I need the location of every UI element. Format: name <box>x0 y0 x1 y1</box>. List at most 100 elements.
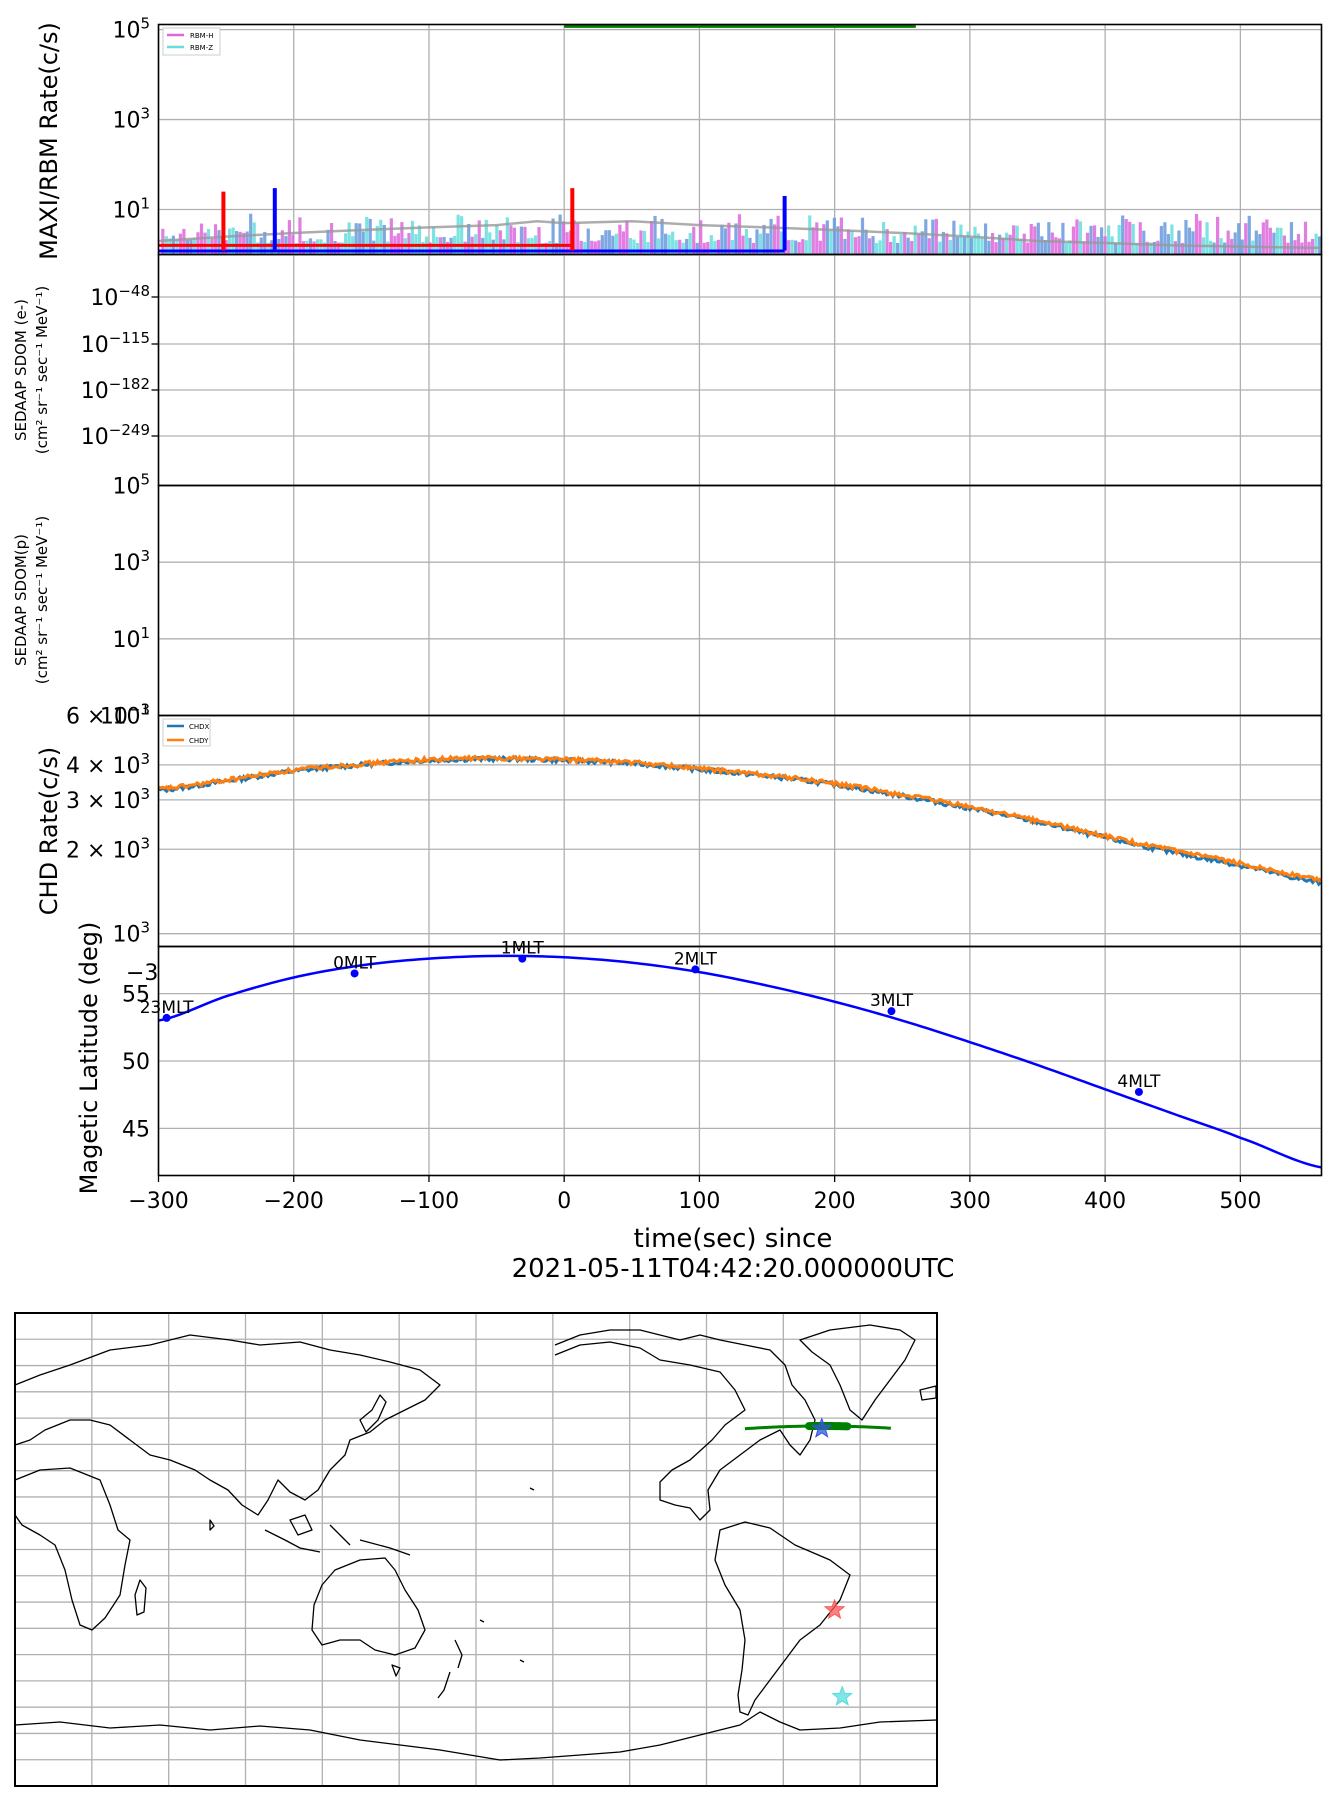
rbm-bar <box>1100 227 1103 254</box>
rbm-bar <box>1174 241 1177 254</box>
rbm-bar <box>298 217 301 254</box>
rbm-bar <box>833 218 836 255</box>
rbm-bar <box>1188 228 1191 255</box>
legend-label-chdy: CHDY <box>189 737 209 745</box>
rbm-bar <box>1047 222 1050 254</box>
rbm-bar <box>1026 243 1029 255</box>
grid-p2 <box>159 255 1322 486</box>
ytick-p5-0: 45 <box>122 1117 150 1142</box>
ytick-p4-1: 4 × 103 <box>66 750 150 779</box>
rbm-bar <box>1184 220 1187 255</box>
rbm-bar <box>590 241 593 255</box>
rbm-bar <box>365 217 368 255</box>
rbm-bar <box>973 227 976 255</box>
xlabel-line1: time(sec) since <box>634 1224 833 1254</box>
rbm-bar <box>312 241 315 254</box>
rbm-bar <box>928 238 931 254</box>
rbm-bar <box>840 218 843 255</box>
rbm-bar <box>1283 236 1286 255</box>
rbm-bar <box>1051 233 1054 255</box>
rbm-bar <box>826 220 829 254</box>
rbm-bar <box>457 215 460 255</box>
rbm-bar <box>446 242 449 255</box>
rbm-bar <box>752 243 755 255</box>
rbm-bar <box>984 223 987 254</box>
rbm-bar <box>460 216 463 254</box>
rbm-bar <box>931 220 934 255</box>
xtick-label-2: −100 <box>399 1189 459 1214</box>
rbm-bar <box>594 241 597 254</box>
rbm-bar <box>379 220 382 255</box>
rbm-bar <box>819 241 822 255</box>
rbm-bar <box>1205 222 1208 254</box>
rbm-bar <box>924 219 927 254</box>
rbm-bar <box>1125 219 1128 254</box>
ytick-p3-0: 105 <box>112 471 150 500</box>
ytick-p2-3: 10−249 <box>81 421 150 450</box>
rbm-bar <box>907 238 910 255</box>
rbm-bar <box>1234 232 1237 254</box>
rbm-bar <box>868 238 871 254</box>
rbm-bar <box>1079 221 1082 254</box>
rbm-bar <box>1082 242 1085 255</box>
rbm-bar <box>1272 233 1275 255</box>
ytick-p3-1: 103 <box>112 547 150 576</box>
world-map <box>15 1313 937 1786</box>
rbm-bar <box>706 242 709 255</box>
rbm-bar <box>847 229 850 254</box>
rbm-bar <box>995 242 998 254</box>
rbm-bar <box>1037 223 1040 255</box>
xtick-label-4: 100 <box>678 1189 720 1214</box>
rbm-bar <box>1297 234 1300 255</box>
rbm-bar <box>1248 216 1251 255</box>
rbm-bar <box>1262 222 1265 254</box>
ytick-clipped: −3 <box>126 961 158 986</box>
rbm-bar <box>1107 225 1110 254</box>
rbm-bar <box>1072 227 1075 255</box>
rbm-bar <box>991 233 994 255</box>
series-chdx <box>159 757 1321 884</box>
rbm-bar <box>900 234 903 254</box>
rbm-bar <box>551 219 554 255</box>
xtick-label-1: −200 <box>264 1189 324 1214</box>
rbm-bar <box>917 234 920 255</box>
ytick-p4-4: 103 <box>112 919 150 948</box>
rbm-bar <box>987 241 990 255</box>
ylabel-maglat: Magetic Latitude (deg) <box>75 922 103 1195</box>
xtick-label-8: 500 <box>1219 1189 1261 1214</box>
legend-label-rbm-h: RBM-H <box>190 32 214 40</box>
rbm-bar <box>646 242 649 254</box>
grid-p3 <box>159 486 1322 716</box>
rbm-bar <box>1314 234 1317 255</box>
rbm-bar <box>1111 236 1114 254</box>
mlt-label-5: 4MLT <box>1117 1072 1161 1092</box>
rbm-bar <box>1104 236 1107 254</box>
ylabel-sedaap-p-line2: (cm² sr⁻¹ sec⁻¹ MeV⁻¹) <box>33 516 51 684</box>
rbm-bar <box>963 236 966 254</box>
legend-chd: CHDX CHDY <box>163 719 210 746</box>
rbm-bar <box>1061 223 1064 255</box>
ytick-p3-2: 101 <box>112 624 150 653</box>
rbm-bar <box>875 243 878 255</box>
rbm-bar <box>864 230 867 255</box>
rbm-bar <box>829 230 832 254</box>
rbm-bar <box>386 242 389 255</box>
legend-label-chdx: CHDX <box>189 723 210 731</box>
ytick-p2-1: 10−115 <box>81 329 150 358</box>
rbm-bar <box>713 241 716 255</box>
rbm-bar <box>390 218 393 254</box>
rbm-bar <box>914 226 917 255</box>
rbm-bar <box>1237 223 1240 254</box>
xtick-label-3: 0 <box>557 1189 571 1214</box>
rbm-bar <box>769 219 772 255</box>
rbm-bar <box>850 231 853 255</box>
rbm-bar <box>1255 230 1258 254</box>
rbm-bar <box>959 225 962 255</box>
